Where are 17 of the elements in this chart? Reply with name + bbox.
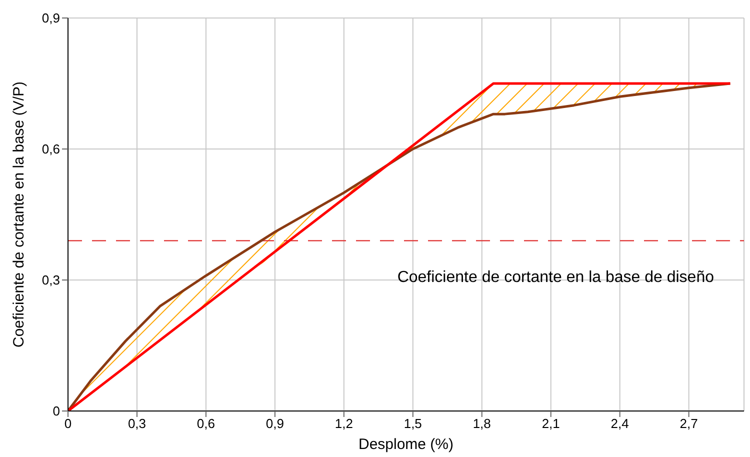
y-tick-label: 0,6 [42, 142, 60, 157]
x-tick-label: 1,2 [334, 416, 353, 432]
y-tick-label: 0,9 [42, 10, 60, 26]
x-tick-label: 0 [64, 416, 72, 432]
y-tick-label: 0 [52, 404, 60, 419]
x-tick-label: 0,3 [128, 416, 146, 432]
x-tick-label: 0,9 [266, 416, 284, 432]
y-axis-title: Coeficiente de cortante en la base (V/P) [10, 82, 28, 348]
x-tick-label: 2,1 [542, 416, 560, 432]
ref-line-label: Coeficiente de cortante en la base de diseño [397, 269, 714, 286]
x-tick-label: 0,6 [196, 416, 215, 432]
x-tick-label: 2,4 [610, 416, 629, 432]
x-tick-label: 1,5 [404, 416, 422, 432]
x-tick-label: 1,8 [472, 416, 491, 432]
x-axis-title: Desplome (%) [358, 436, 454, 453]
x-tick-label: 2,7 [680, 416, 698, 432]
y-tick-label: 0,3 [42, 272, 60, 288]
